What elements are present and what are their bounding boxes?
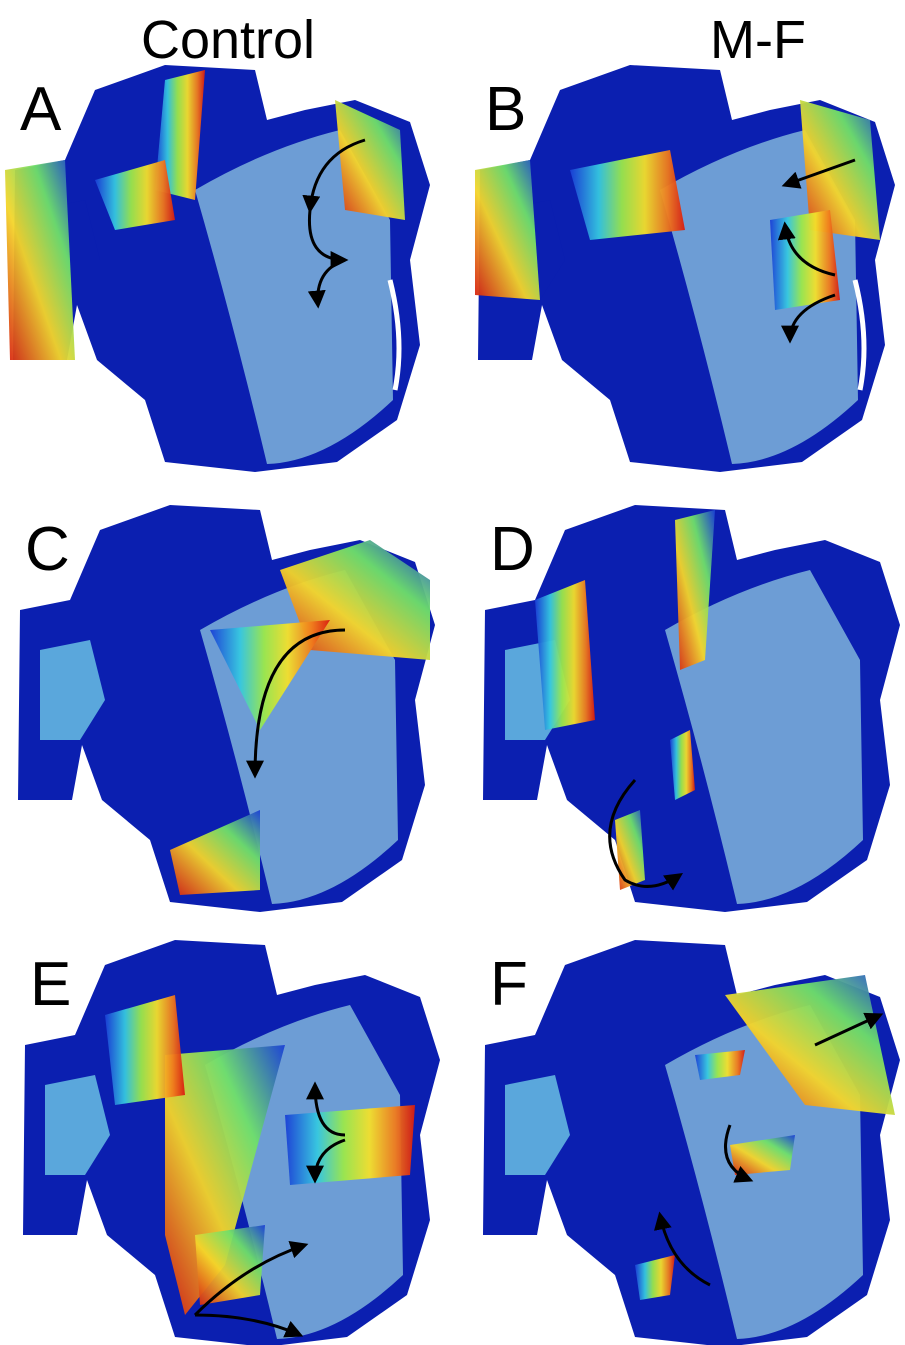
activation-patch	[195, 1225, 265, 1305]
column-title: M-F	[710, 10, 806, 70]
panel-label: D	[490, 515, 535, 584]
panel-label: C	[25, 515, 70, 584]
activation-patch	[285, 1105, 415, 1185]
panel	[23, 940, 440, 1345]
panel-label: F	[490, 950, 528, 1019]
activation-patch	[615, 810, 645, 890]
panel-label: A	[20, 75, 62, 144]
panel	[18, 505, 435, 912]
panel	[475, 65, 895, 472]
panel-label: E	[30, 950, 71, 1019]
panel	[5, 65, 430, 472]
panel	[483, 505, 900, 912]
activation-patch	[535, 580, 595, 730]
panel-label: B	[485, 75, 526, 144]
activation-patch	[5, 160, 75, 360]
figure: Control M-F A B C D E F	[0, 0, 905, 1345]
column-title: Control	[141, 10, 315, 70]
activation-patch	[475, 160, 540, 300]
panel	[483, 940, 900, 1345]
